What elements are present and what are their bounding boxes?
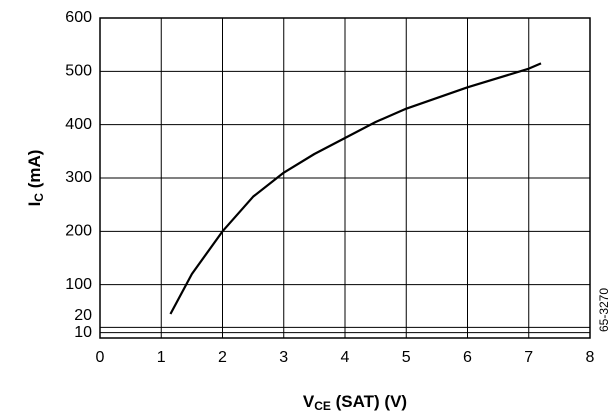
x-tick-label: 1	[157, 349, 166, 366]
y-tick-label: 600	[65, 9, 92, 26]
y-tick-label: 20	[74, 307, 92, 324]
x-tick-label: 4	[341, 349, 350, 366]
x-tick-label: 8	[586, 349, 595, 366]
x-tick-label: 6	[463, 349, 472, 366]
y-tick-label: 200	[65, 223, 92, 240]
x-label-rest: (SAT) (V)	[331, 392, 407, 411]
x-tick-label: 2	[218, 349, 227, 366]
y-label-sub: C	[32, 193, 46, 202]
x-label-main: V	[303, 392, 315, 411]
y-tick-label: 10	[74, 324, 92, 341]
y-axis-title: IC (mA)	[25, 150, 46, 207]
y-tick-label: 100	[65, 276, 92, 293]
x-tick-label: 3	[279, 349, 288, 366]
x-tick-label: 7	[524, 349, 533, 366]
x-tick-label: 5	[402, 349, 411, 366]
figure-code: 65-3270	[597, 288, 611, 332]
y-label-main: I	[25, 202, 44, 207]
x-label-sub: CE	[314, 399, 331, 413]
curve	[169, 62, 542, 315]
y-tick-label: 500	[65, 63, 92, 80]
x-axis-title: VCE (SAT) (V)	[303, 392, 407, 413]
y-tick-label: 300	[65, 169, 92, 186]
y-label-rest: (mA)	[25, 150, 44, 193]
y-tick-label: 400	[65, 116, 92, 133]
x-tick-label: 0	[96, 349, 105, 366]
